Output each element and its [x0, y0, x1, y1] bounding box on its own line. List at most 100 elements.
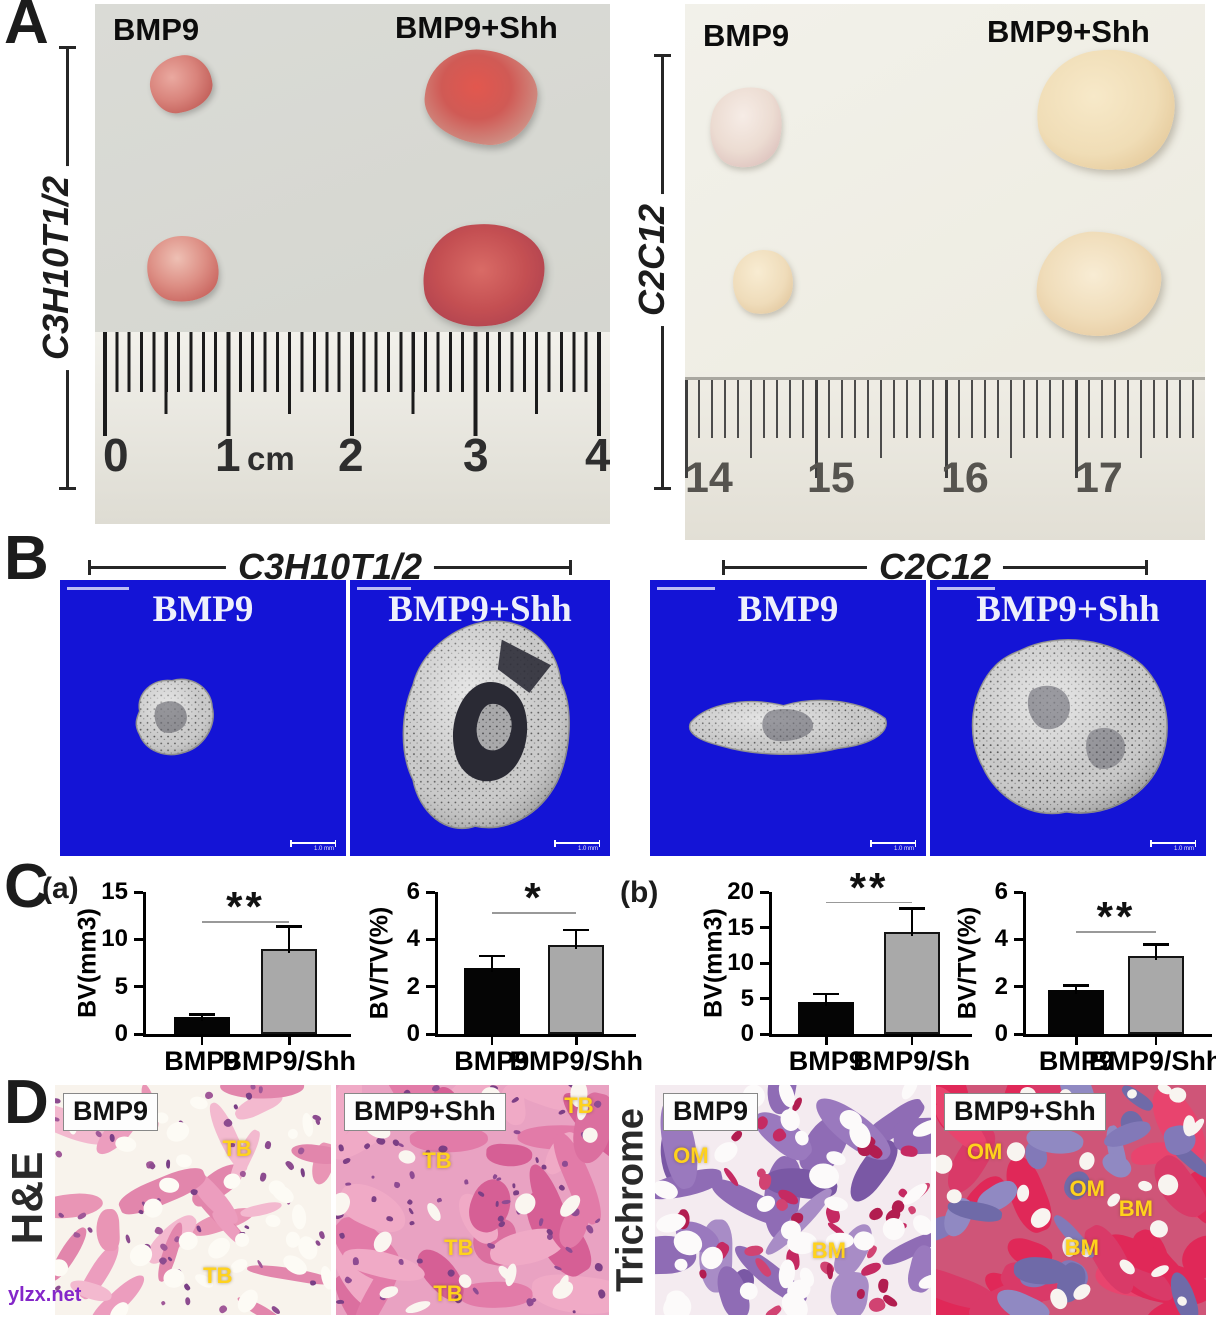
histology-texture-blob	[160, 1299, 167, 1306]
histology-texture-blob	[424, 1200, 444, 1223]
histology-texture-blob	[351, 1256, 360, 1266]
histology-texture-blob	[243, 1224, 250, 1230]
x-axis-tick	[825, 1037, 828, 1045]
column-label: BMP9	[703, 18, 790, 53]
histology-texture-blob	[393, 1181, 401, 1189]
y-axis-tick	[760, 926, 769, 929]
histology-texture-blob	[463, 1179, 469, 1185]
histology-texture-blob	[866, 1205, 885, 1223]
y-axis-tick	[134, 890, 143, 894]
scan-metadata-text	[937, 587, 995, 590]
bar-BMP9	[798, 1002, 855, 1034]
histology-texture-blob	[416, 1258, 424, 1264]
histology-texture-blob	[184, 1296, 191, 1306]
scale-bar: 1.0 mm	[554, 840, 600, 852]
image-label: BMP9+Shh	[944, 1093, 1106, 1131]
y-axis-tick	[1014, 890, 1023, 894]
significance-stars: *	[524, 874, 544, 922]
y-axis-tick-label: 20	[727, 878, 754, 905]
annotation-bm: BM	[1064, 1235, 1099, 1261]
y-axis-tick-label: 10	[727, 949, 754, 976]
y-axis-tick-label: 5	[740, 984, 754, 1012]
error-bar	[575, 929, 578, 950]
panel-d-letter: D	[4, 1068, 49, 1137]
column-label: BMP9+Shh	[987, 14, 1150, 49]
histology-texture-blob	[594, 1262, 605, 1272]
annotation-tb: TB	[564, 1092, 594, 1118]
tissue-sample	[1034, 228, 1164, 340]
bar-BMP9/Sh	[883, 931, 940, 1034]
histology-texture-blob	[371, 1175, 375, 1179]
annotation-om: OM	[673, 1143, 709, 1169]
y-axis-tick-label: 4	[406, 925, 420, 953]
image-label: BMP9	[63, 1093, 159, 1131]
y-axis-tick	[134, 1032, 143, 1036]
annotation-bm: BM	[811, 1237, 846, 1263]
histology-texture-blob	[1076, 1149, 1097, 1172]
tissue-sample	[420, 44, 542, 150]
y-axis-tick-label: 10	[101, 925, 128, 953]
y-axis-tick	[426, 890, 435, 894]
histology-image-he-bmp9shh: BMP9+Shh TB TB TB TB	[336, 1085, 609, 1315]
histology-texture-blob	[436, 1197, 443, 1204]
y-axis-tick	[426, 937, 435, 941]
y-axis-label: BV/TV(%)	[365, 906, 394, 1020]
histology-texture-blob	[286, 1128, 300, 1141]
tissue-sample	[1032, 45, 1180, 175]
ruler-number: 17	[1075, 454, 1123, 502]
y-axis	[143, 892, 146, 1037]
x-axis-category-label: BMP9/Shh	[509, 1046, 643, 1076]
microct-bone-render	[135, 678, 214, 756]
microct-bone-render	[688, 699, 887, 756]
histology-image-trichrome-bmp9: BMP9 OM BM	[655, 1085, 931, 1315]
microct-panel: BMP9 1.0 mm	[650, 580, 926, 856]
y-axis-tick	[134, 937, 143, 941]
ruler-number: 15	[807, 454, 855, 502]
x-axis	[769, 1034, 972, 1037]
y-axis-tick-label: 4	[994, 925, 1008, 953]
y-axis-tick	[760, 997, 769, 1000]
y-axis-tick-label: 0	[994, 1020, 1008, 1047]
column-label: BMP9	[113, 12, 200, 47]
gross-photo-c2c12: BMP9 BMP9+Shh 14 15 16 17	[685, 4, 1205, 540]
y-axis-tick	[426, 985, 435, 989]
ruler-cm: 14 15 16 17	[685, 372, 1205, 540]
microct-bone-render	[971, 639, 1168, 815]
error-bar	[910, 908, 913, 936]
histology-texture-blob	[264, 1213, 282, 1229]
histology-texture-blob	[585, 1224, 594, 1235]
error-bar-cap	[276, 925, 303, 928]
x-axis	[143, 1034, 351, 1037]
significance-line	[491, 912, 577, 914]
histology-texture-blob	[512, 1190, 520, 1196]
ruler-number: 3	[463, 429, 489, 481]
histology-texture-blob	[174, 1152, 193, 1169]
column-label: BMP9+Shh	[395, 10, 558, 45]
y-axis-tick-label: 6	[406, 878, 420, 905]
y-axis-label: BV/TV(%)	[953, 906, 982, 1020]
histology-texture-blob	[512, 1183, 516, 1190]
histology-texture-blob	[408, 1220, 415, 1226]
annotation-tb: TB	[433, 1281, 463, 1307]
ruler-number: 0	[103, 429, 129, 481]
histology-texture-blob	[859, 1260, 883, 1278]
x-axis-tick	[1154, 1037, 1158, 1045]
watermark: ylzx.net	[8, 1284, 82, 1306]
x-axis-category-label: BMP9/Sh	[853, 1046, 971, 1076]
treatment-label: BMP9	[152, 589, 254, 630]
scale-bar-label: 1.0 mm	[313, 846, 334, 852]
histology-texture-blob	[398, 1258, 404, 1265]
tissue-sample	[142, 231, 224, 307]
bar-BMP9/Shh	[261, 948, 318, 1034]
histology-texture-blob	[218, 1303, 229, 1315]
histology-texture-blob	[534, 1156, 540, 1164]
y-axis-tick	[1014, 1032, 1023, 1036]
histology-texture-blob	[1136, 1179, 1153, 1193]
histology-texture-blob	[557, 1184, 566, 1193]
tissue-sample	[730, 247, 796, 317]
histology-texture-blob	[408, 1207, 415, 1216]
image-label: BMP9+Shh	[344, 1093, 506, 1131]
tissue-sample	[418, 218, 550, 332]
bar-chart-bv-a: BV(mm3) 0 5 10 15 BMP9 BMP9/Shh **	[70, 878, 357, 1076]
histology-texture-blob	[284, 1159, 296, 1171]
